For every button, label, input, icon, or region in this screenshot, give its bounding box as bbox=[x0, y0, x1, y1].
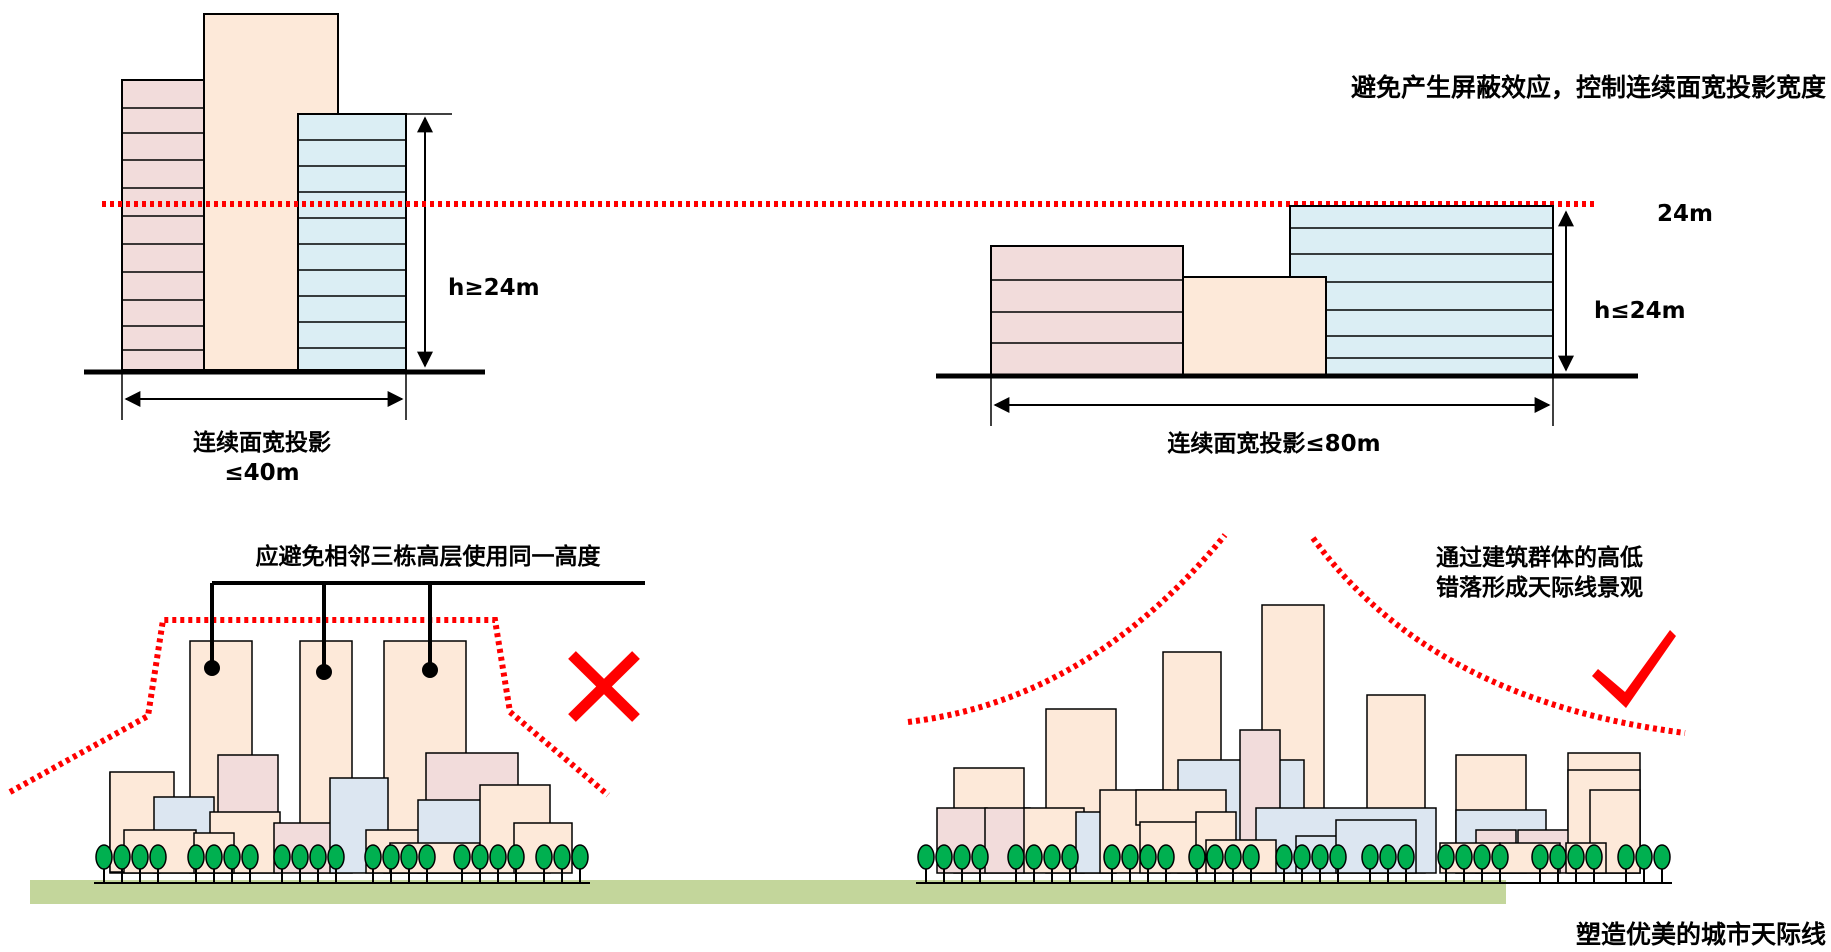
width-label-top-left-line2: ≤40m bbox=[224, 460, 299, 486]
tree-icon bbox=[1103, 844, 1121, 883]
tree-icon bbox=[489, 844, 507, 883]
pink-block-floor-lines bbox=[991, 279, 1183, 344]
limit-label-24m: 24m bbox=[1657, 201, 1713, 227]
cyan-tower bbox=[297, 113, 407, 371]
top-right-title: 避免产生屏蔽效应，控制连续面宽投影宽度 bbox=[1351, 73, 1826, 102]
tree-icon bbox=[1617, 844, 1635, 883]
top-right-diagram: 避免产生屏蔽效应，控制连续面宽投影宽度 24m h≤24m 连续面宽投影≤80m bbox=[936, 73, 1826, 457]
tree-icon bbox=[1653, 844, 1671, 883]
tree-icon bbox=[187, 844, 205, 883]
varied-skyline-dotted-curve-right bbox=[1310, 536, 1686, 736]
tree-icon bbox=[1361, 844, 1379, 883]
tree-icon bbox=[1061, 844, 1079, 883]
cyan-block-floor-lines bbox=[1290, 227, 1553, 359]
tree-icon bbox=[1043, 844, 1061, 883]
height-label-top-left: h≥24m bbox=[448, 275, 540, 301]
varied-callout-line2: 错落形成天际线景观 bbox=[1436, 574, 1643, 601]
varied-callout-line1: 通过建筑群体的高低 bbox=[1436, 544, 1643, 571]
tree-icon bbox=[1455, 844, 1473, 883]
tree-icon bbox=[1311, 844, 1329, 883]
tree-icon bbox=[1157, 844, 1175, 883]
tree-icon bbox=[241, 844, 259, 883]
tree-icon bbox=[1567, 844, 1585, 883]
check-icon bbox=[1592, 630, 1676, 708]
tree-icon bbox=[1007, 844, 1025, 883]
flat-skyline-dotted-curve bbox=[8, 617, 610, 798]
tree-icon bbox=[273, 844, 291, 883]
tree-icon bbox=[1121, 844, 1139, 883]
tree-icon bbox=[1585, 844, 1603, 883]
tree-icon bbox=[535, 844, 553, 883]
tree-icon bbox=[1293, 844, 1311, 883]
tree-icon bbox=[205, 844, 223, 883]
cross-icon bbox=[568, 651, 640, 722]
same-height-callout: 应避免相邻三栋高层使用同一高度 bbox=[256, 543, 602, 570]
tree-icon bbox=[917, 844, 935, 883]
tree-icon bbox=[291, 844, 309, 883]
varied-skyline-dotted-curve-left bbox=[907, 533, 1228, 725]
width-label-top-right: 连续面宽投影≤80m bbox=[1167, 430, 1380, 457]
tree-icon bbox=[571, 844, 589, 883]
tree-icon bbox=[1379, 844, 1397, 883]
tree-icon bbox=[1188, 844, 1206, 883]
trees-right-row bbox=[916, 844, 1672, 884]
tree-icon bbox=[149, 844, 167, 883]
tree-icon bbox=[1549, 844, 1567, 883]
tree-icon bbox=[1473, 844, 1491, 883]
tree-icon bbox=[95, 844, 113, 883]
pink-block bbox=[990, 245, 1184, 376]
tree-icon bbox=[1224, 844, 1242, 883]
tree-icon bbox=[418, 844, 436, 883]
tree-icon bbox=[131, 844, 149, 883]
bottom-right-diagram: 通过建筑群体的高低 错落形成天际线景观 bbox=[907, 533, 1826, 949]
tree-icon bbox=[935, 844, 953, 883]
tree-icon bbox=[1491, 844, 1509, 883]
tree-icon bbox=[1397, 844, 1415, 883]
tree-icon bbox=[364, 844, 382, 883]
bottom-left-diagram: 应避免相邻三栋高层使用同一高度 bbox=[8, 543, 645, 884]
cyan-block bbox=[1289, 205, 1554, 376]
tree-icon bbox=[953, 844, 971, 883]
top-left-diagram: h≥24m 连续面宽投影 ≤40m bbox=[84, 13, 540, 486]
tree-icon bbox=[507, 844, 525, 883]
cyan-tower-floor-lines bbox=[298, 139, 406, 349]
tree-icon bbox=[1635, 844, 1653, 883]
tree-icon bbox=[553, 844, 571, 883]
skyline-caption: 塑造优美的城市天际线 bbox=[1576, 920, 1826, 949]
tree-icon bbox=[1025, 844, 1043, 883]
tree-icon bbox=[1139, 844, 1157, 883]
tree-icon bbox=[471, 844, 489, 883]
tree-icon bbox=[113, 844, 131, 883]
tree-icon bbox=[1437, 844, 1455, 883]
tree-icon bbox=[1329, 844, 1347, 883]
tree-icon bbox=[327, 844, 345, 883]
tree-icon bbox=[1206, 844, 1224, 883]
tree-icon bbox=[453, 844, 471, 883]
callout-leaders bbox=[204, 583, 438, 680]
tree-icon bbox=[382, 844, 400, 883]
width-label-top-left-line1: 连续面宽投影 bbox=[193, 429, 331, 456]
tree-icon bbox=[223, 844, 241, 883]
tree-icon bbox=[309, 844, 327, 883]
tree-icon bbox=[1531, 844, 1549, 883]
tree-icon bbox=[971, 844, 989, 883]
trees-left-row bbox=[94, 844, 590, 884]
height-label-top-right: h≤24m bbox=[1594, 298, 1686, 324]
tree-icon bbox=[1242, 844, 1260, 883]
tree-icon bbox=[400, 844, 418, 883]
tree-icon bbox=[1275, 844, 1293, 883]
